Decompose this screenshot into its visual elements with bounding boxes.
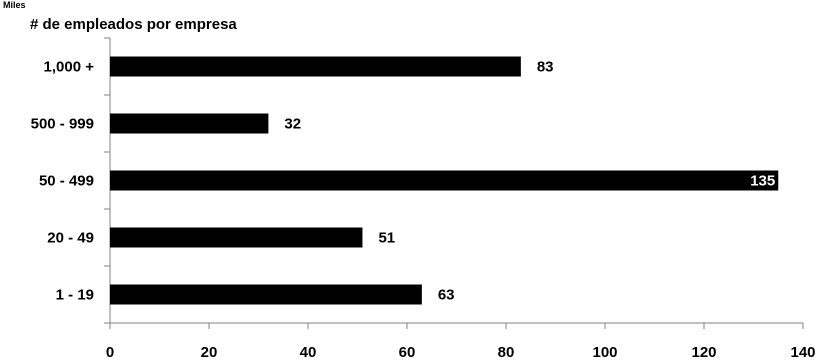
x-tick-label: 60 bbox=[399, 344, 416, 361]
x-tick-label: 0 bbox=[106, 344, 114, 361]
category-label: 1,000 + bbox=[44, 59, 95, 76]
bar bbox=[110, 113, 269, 134]
x-tick-label: 20 bbox=[201, 344, 218, 361]
value-label: 51 bbox=[378, 230, 395, 247]
chart-title: # de empleados por empresa bbox=[30, 16, 237, 33]
bar bbox=[110, 56, 521, 77]
bar bbox=[110, 227, 363, 248]
bar bbox=[110, 284, 422, 305]
value-label: 63 bbox=[438, 287, 455, 304]
x-tick-label: 40 bbox=[300, 344, 317, 361]
top-note: Miles bbox=[3, 0, 26, 10]
value-label: 83 bbox=[537, 59, 554, 76]
plot-area: 0 20 40 60 80 100 120 140 1,000 + 83 500 - 999 32 50… bbox=[31, 37, 816, 361]
category-label: 50 - 499 bbox=[39, 173, 94, 190]
bar bbox=[110, 170, 779, 191]
category-label: 20 - 49 bbox=[47, 230, 94, 247]
x-tick-label: 80 bbox=[498, 344, 515, 361]
x-tick-label: 120 bbox=[691, 344, 716, 361]
x-tick-label: 140 bbox=[790, 344, 815, 361]
category-label: 1 - 19 bbox=[56, 287, 94, 304]
category-label: 500 - 999 bbox=[31, 116, 94, 133]
x-tick-label: 100 bbox=[592, 344, 617, 361]
value-label: 32 bbox=[284, 116, 301, 133]
value-label: 135 bbox=[750, 173, 775, 190]
